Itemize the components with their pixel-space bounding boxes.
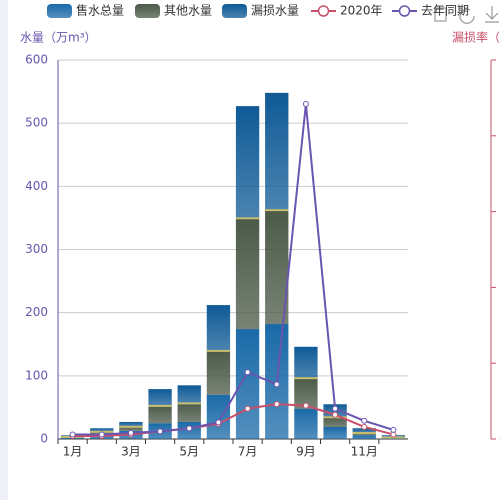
line: [72, 403, 394, 437]
x-tick-label: 5月: [179, 445, 199, 459]
bar: [235, 329, 260, 439]
bar: [206, 349, 231, 395]
bar: [265, 209, 289, 325]
y-axis-label: 水量（万m³）: [20, 31, 97, 45]
legend-icon: [47, 4, 72, 18]
point: [302, 402, 309, 409]
tool-save[interactable]: [485, 6, 499, 23]
point: [157, 428, 164, 435]
point: [332, 411, 339, 418]
bar: [177, 402, 201, 422]
bar: [119, 425, 143, 431]
y-tick-label: 200: [25, 305, 48, 319]
tool-data-view[interactable]: [434, 7, 447, 22]
point: [273, 401, 280, 408]
point: [361, 417, 368, 424]
x-tick-label: 3月: [121, 445, 141, 459]
legend-label: 售水总量: [76, 3, 124, 18]
point: [302, 100, 309, 107]
y-tick-label: 300: [25, 242, 48, 256]
legend-label: 2020年: [340, 4, 383, 18]
bar: [352, 428, 376, 433]
bar: [323, 426, 347, 439]
legend-label: 去年同期: [421, 4, 469, 18]
point: [332, 405, 339, 412]
line: [72, 103, 394, 436]
point: [127, 429, 134, 436]
y-tick-label: 0: [40, 432, 48, 446]
point: [98, 431, 105, 438]
bar: [235, 217, 260, 330]
bar: [235, 106, 260, 218]
sidebar: [0, 0, 8, 500]
x-tick-label: 1月: [63, 445, 83, 459]
legend-icon: [317, 5, 330, 17]
point: [244, 369, 251, 376]
tool-restore[interactable]: [459, 8, 475, 24]
y-tick-label: 100: [25, 368, 48, 382]
bar: [206, 394, 231, 439]
point: [273, 381, 280, 388]
y-tick-label: 500: [25, 116, 48, 130]
bar: [148, 389, 172, 405]
bar: [294, 377, 318, 409]
toolbox[interactable]: [434, 6, 499, 24]
bar: [294, 346, 318, 378]
y-tick-label: 400: [25, 179, 48, 193]
legend-label: 漏损水量: [251, 4, 299, 18]
point: [361, 423, 368, 430]
bar: [294, 408, 318, 439]
point: [69, 431, 76, 438]
bar: [119, 421, 143, 426]
bar: [352, 435, 376, 439]
bar: [90, 428, 114, 431]
point: [390, 426, 397, 433]
point: [186, 425, 193, 432]
y2-axis-label: 漏损率（%）: [452, 30, 500, 45]
bar: [265, 92, 289, 210]
x-tick-label: 11月: [351, 445, 378, 459]
point: [215, 419, 222, 426]
bar: [323, 416, 347, 427]
bar: [206, 305, 231, 350]
legend-label: 其他水量: [164, 4, 212, 18]
y-tick-label: 600: [25, 53, 48, 67]
x-tick-label: 7月: [238, 445, 258, 459]
x-tick-label: 9月: [296, 445, 316, 459]
bar: [177, 385, 201, 403]
legend-icon: [135, 4, 160, 18]
bar: [148, 404, 172, 424]
point: [244, 405, 251, 412]
legend-icon: [222, 4, 247, 18]
legend-icon: [398, 5, 411, 17]
